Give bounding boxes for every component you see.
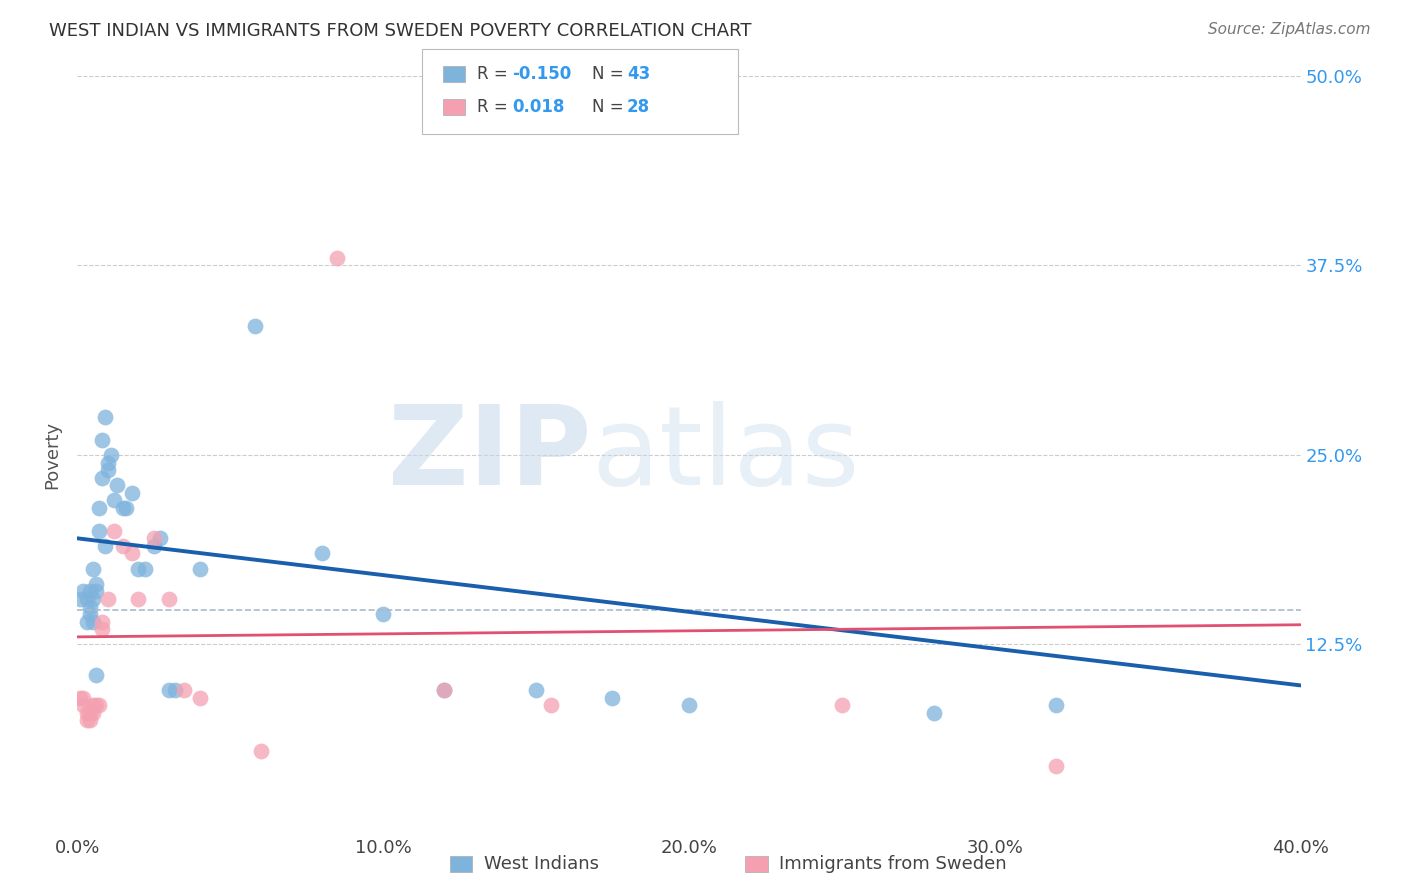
- Point: [127, 592, 149, 607]
- Point: [82, 562, 104, 576]
- Point: [84, 667, 107, 681]
- Point: [678, 698, 700, 712]
- Point: [165, 683, 187, 698]
- Point: [79, 607, 101, 621]
- Point: [79, 714, 101, 728]
- Point: [134, 562, 156, 576]
- Point: [97, 592, 120, 607]
- Point: [115, 500, 138, 515]
- Point: [82, 615, 104, 629]
- Point: [90, 623, 112, 637]
- Point: [157, 683, 180, 698]
- Text: atlas: atlas: [591, 401, 859, 508]
- Point: [326, 251, 349, 265]
- Point: [90, 433, 112, 447]
- Point: [79, 599, 101, 614]
- Text: -0.150: -0.150: [512, 65, 571, 83]
- Point: [112, 500, 135, 515]
- Point: [82, 698, 104, 712]
- Point: [94, 539, 117, 553]
- Point: [371, 607, 394, 621]
- Text: R =: R =: [477, 98, 513, 116]
- Point: [76, 706, 98, 720]
- Point: [831, 698, 853, 712]
- Point: [97, 455, 120, 469]
- Point: [103, 524, 125, 538]
- Point: [112, 539, 135, 553]
- Point: [142, 539, 165, 553]
- Point: [87, 500, 110, 515]
- Point: [76, 592, 98, 607]
- Text: 28: 28: [627, 98, 650, 116]
- Point: [149, 531, 172, 545]
- Point: [173, 683, 195, 698]
- Point: [84, 698, 107, 712]
- Point: [94, 409, 117, 424]
- Text: Source: ZipAtlas.com: Source: ZipAtlas.com: [1208, 22, 1371, 37]
- Text: N =: N =: [592, 98, 628, 116]
- Point: [84, 584, 107, 599]
- Text: 43: 43: [627, 65, 651, 83]
- Point: [433, 683, 456, 698]
- Point: [540, 698, 562, 712]
- Point: [97, 463, 120, 477]
- Point: [72, 584, 94, 599]
- Point: [82, 592, 104, 607]
- Point: [76, 615, 98, 629]
- Point: [243, 318, 266, 333]
- Point: [188, 562, 211, 576]
- Point: [100, 448, 122, 462]
- Point: [105, 478, 128, 492]
- Point: [1045, 698, 1067, 712]
- Point: [433, 683, 456, 698]
- Point: [1045, 758, 1067, 772]
- Point: [79, 706, 101, 720]
- Text: N =: N =: [592, 65, 628, 83]
- Point: [127, 562, 149, 576]
- Point: [157, 592, 180, 607]
- Point: [69, 592, 91, 607]
- Point: [188, 690, 211, 705]
- Point: [72, 690, 94, 705]
- Text: ZIP: ZIP: [388, 401, 591, 508]
- Point: [922, 706, 945, 720]
- Point: [72, 698, 94, 712]
- Point: [87, 698, 110, 712]
- Point: [84, 576, 107, 591]
- Point: [250, 744, 273, 758]
- Point: [121, 546, 143, 561]
- Point: [103, 493, 125, 508]
- Point: [602, 690, 624, 705]
- Point: [524, 683, 547, 698]
- Text: West Indians: West Indians: [484, 855, 599, 873]
- Point: [82, 706, 104, 720]
- Point: [87, 524, 110, 538]
- Y-axis label: Poverty: Poverty: [44, 421, 62, 489]
- Point: [311, 546, 333, 561]
- Point: [90, 471, 112, 485]
- Text: 0.018: 0.018: [512, 98, 564, 116]
- Text: R =: R =: [477, 65, 513, 83]
- Point: [79, 584, 101, 599]
- Text: WEST INDIAN VS IMMIGRANTS FROM SWEDEN POVERTY CORRELATION CHART: WEST INDIAN VS IMMIGRANTS FROM SWEDEN PO…: [49, 22, 752, 40]
- Text: Immigrants from Sweden: Immigrants from Sweden: [779, 855, 1007, 873]
- Point: [69, 690, 91, 705]
- Point: [142, 531, 165, 545]
- Point: [121, 485, 143, 500]
- Point: [90, 615, 112, 629]
- Point: [76, 714, 98, 728]
